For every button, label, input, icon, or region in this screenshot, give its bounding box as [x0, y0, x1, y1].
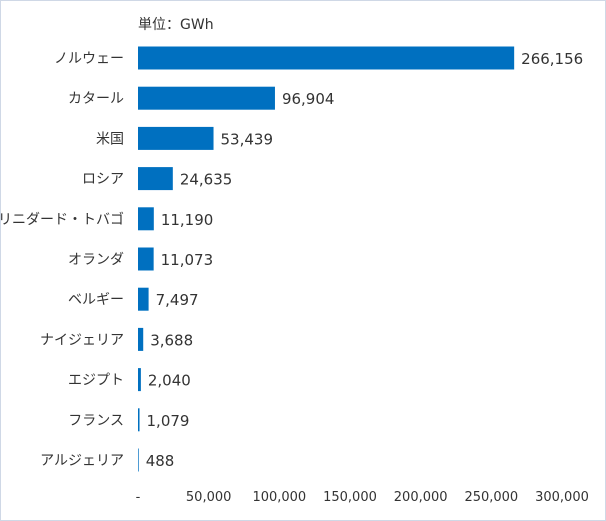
value-label: 53,439	[221, 130, 273, 148]
category-label: ベルギー	[68, 292, 124, 308]
value-label: 3,688	[150, 331, 193, 349]
category-labels: ノルウェーカタール米国ロシアトリニダード・トバゴオランダベルギーナイジェリアエジ…	[1, 51, 124, 469]
x-tick-label: 300,000	[535, 490, 589, 505]
bar	[138, 126, 214, 150]
category-label: ナイジェリア	[40, 332, 124, 348]
bar	[138, 167, 173, 191]
bars	[138, 46, 515, 472]
x-axis-tick-labels: - 50,000 100,000 150,000 200,000 250,000 300,0…	[136, 490, 589, 505]
category-label: カタール	[68, 91, 124, 107]
value-label: 2,040	[148, 372, 191, 390]
bar	[138, 207, 154, 231]
category-label: ノルウェー	[54, 51, 124, 67]
bar	[138, 247, 154, 271]
bar	[138, 408, 140, 432]
category-label: ロシア	[82, 172, 124, 188]
bar	[138, 448, 139, 472]
value-label: 11,190	[161, 211, 214, 229]
value-label: 96,904	[282, 90, 335, 108]
unit-label: 単位：GWh	[138, 17, 214, 33]
value-label: 24,635	[180, 171, 233, 189]
value-label: 266,156	[521, 50, 583, 68]
x-tick-label: 100,000	[252, 490, 306, 505]
value-label: 11,073	[161, 251, 214, 269]
x-tick-label: -	[136, 490, 141, 505]
bar	[138, 287, 149, 311]
bar	[138, 46, 515, 70]
value-label: 7,497	[156, 291, 199, 309]
x-tick-label: 50,000	[186, 490, 232, 505]
x-tick-label: 250,000	[464, 490, 518, 505]
category-label: 米国	[96, 131, 124, 147]
category-label: エジプト	[68, 373, 124, 389]
value-label: 1,079	[147, 412, 190, 430]
category-label: フランス	[68, 413, 124, 429]
bar	[138, 86, 275, 110]
bar	[138, 327, 144, 351]
category-label: アルジェリア	[40, 453, 124, 469]
category-label: トリニダード・トバゴ	[1, 211, 124, 228]
bar	[138, 368, 141, 392]
x-tick-label: 200,000	[394, 490, 448, 505]
category-label: オランダ	[68, 252, 124, 268]
value-label: 488	[146, 452, 175, 470]
x-tick-label: 150,000	[323, 490, 377, 505]
value-labels: 266,156 96,904 53,439 24,635 11,190 11,073 7,4…	[146, 50, 584, 470]
